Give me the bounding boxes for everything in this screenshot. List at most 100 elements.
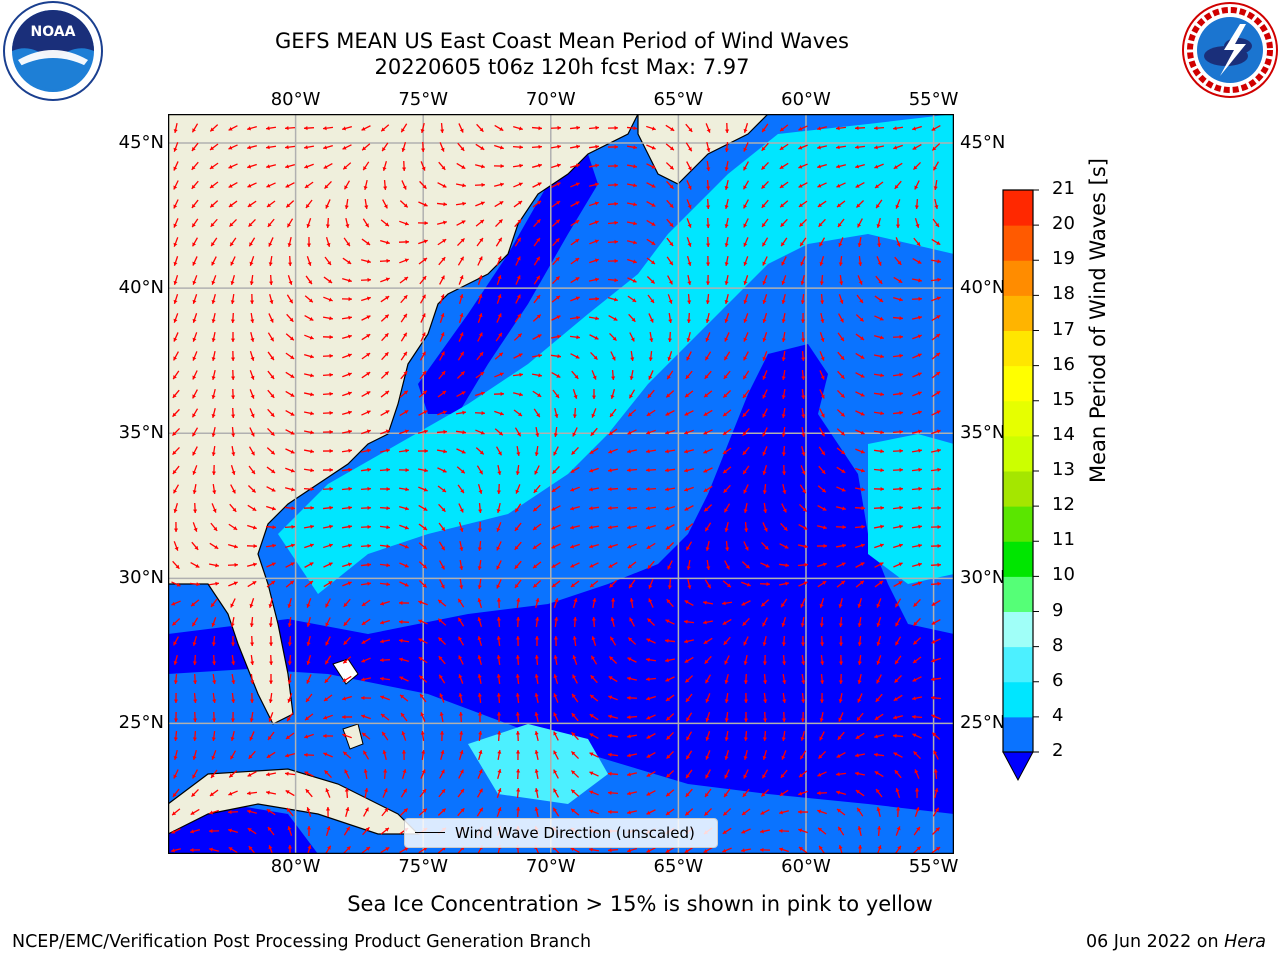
wave-arrow-head-477 bbox=[667, 338, 672, 342]
wave-arrow-head-815 bbox=[861, 487, 865, 492]
wave-arrow-head-1075 bbox=[343, 621, 348, 626]
wave-arrow-head-385 bbox=[478, 294, 483, 299]
wave-arrow-head-700 bbox=[231, 452, 236, 456]
wave-arrow-head-515 bbox=[611, 356, 616, 361]
wave-arrow-head-1475 bbox=[934, 788, 939, 792]
lat-tick-left-0: 45°N bbox=[118, 132, 164, 154]
wave-arrow-head-409 bbox=[936, 296, 941, 301]
short-period-region-north bbox=[418, 154, 598, 414]
wave-arrow-head-1054 bbox=[722, 601, 726, 606]
wave-arrow-head-904 bbox=[214, 545, 219, 549]
wave-arrow-head-1461 bbox=[666, 792, 671, 797]
wave-arrow-head-1312 bbox=[173, 737, 178, 741]
wave-arrow-head-391 bbox=[595, 296, 599, 301]
wave-arrow-head-119 bbox=[874, 164, 879, 169]
wave-arrow-head-737 bbox=[937, 448, 941, 453]
wave-arrow-head-1019 bbox=[840, 580, 845, 585]
wave-arrow-head-812 bbox=[802, 489, 806, 494]
wave-arrow-head-485 bbox=[820, 337, 825, 342]
wave-arrow-head-1394 bbox=[173, 774, 178, 779]
wave-arrow-head-221 bbox=[479, 219, 484, 224]
wave-arrow-head-534 bbox=[192, 375, 197, 380]
wave-arrow-head-68 bbox=[688, 147, 692, 152]
wave-arrow-head-107 bbox=[651, 164, 656, 169]
wave-arrow-head-743 bbox=[271, 469, 276, 473]
wave-arrow-head-475 bbox=[630, 337, 635, 342]
wave-arrow-head-880 bbox=[532, 526, 537, 530]
wave-arrow-head-771 bbox=[801, 470, 806, 475]
wave-arrow-head-1218 bbox=[724, 679, 729, 684]
colorbar-title: Mean Period of Wind Waves [s] bbox=[1086, 158, 1110, 483]
wave-arrow-head-357 bbox=[724, 281, 729, 285]
short-period-region-caribbean bbox=[168, 804, 318, 854]
wave-arrow-head-757 bbox=[534, 470, 539, 475]
wave-arrow-head-1500 bbox=[627, 810, 631, 815]
wave-arrow-head-876 bbox=[459, 527, 464, 532]
wave-arrow-head-1204 bbox=[458, 674, 463, 679]
wave-arrow-head-19 bbox=[538, 126, 542, 131]
wave-arrow-head-1340 bbox=[705, 736, 710, 741]
wave-arrow-head-982 bbox=[917, 562, 922, 567]
wave-arrow-head-623 bbox=[329, 410, 333, 415]
wave-arrow-head-679 bbox=[608, 431, 613, 435]
wave-arrow-head-964 bbox=[570, 563, 575, 568]
wave-arrow-head-178 bbox=[443, 202, 447, 207]
wave-arrow-head-1175 bbox=[684, 659, 689, 663]
wave-arrow-head-1333 bbox=[571, 732, 576, 737]
lon-tick-bottom-3: 65°W bbox=[653, 856, 704, 877]
wave-arrow-head-1294 bbox=[608, 714, 612, 719]
wave-arrow-head-487 bbox=[860, 336, 865, 340]
wave-arrow-head-240 bbox=[837, 222, 842, 227]
wave-arrow-head-993 bbox=[347, 581, 352, 586]
wave-arrow-head-1050 bbox=[648, 598, 653, 603]
wave-arrow-head-1427 bbox=[799, 773, 804, 778]
wave-arrow-head-533 bbox=[173, 375, 177, 380]
wave-arrow-head-1215 bbox=[665, 677, 670, 682]
wave-arrow-head-638 bbox=[610, 413, 614, 418]
wave-arrow-head-652 bbox=[880, 411, 884, 416]
wave-arrow-head-159 bbox=[855, 183, 860, 188]
wave-arrow-head-363 bbox=[839, 281, 844, 285]
wave-arrow-head-329 bbox=[192, 280, 197, 285]
wave-arrow-head-941 bbox=[918, 543, 922, 548]
wave-arrow-head-445 bbox=[839, 318, 844, 323]
colorbar-segment-0 bbox=[1003, 716, 1033, 753]
wave-arrow-head-1128 bbox=[572, 636, 577, 640]
wave-arrow-head-167 bbox=[228, 203, 233, 207]
wave-arrow-head-461 bbox=[366, 334, 371, 338]
wave-arrow-head-895 bbox=[822, 525, 827, 530]
wave-arrow-head-585 bbox=[384, 390, 389, 395]
wave-arrow-head-830 bbox=[367, 505, 371, 510]
wave-arrow-head-640 bbox=[646, 412, 651, 416]
wave-arrow-head-920 bbox=[514, 545, 519, 550]
wave-arrow-head-1378 bbox=[646, 753, 651, 758]
wave-arrow-head-1170 bbox=[591, 655, 595, 660]
wave-arrow-head-997 bbox=[422, 583, 427, 588]
wave-arrow-head-1442 bbox=[305, 789, 310, 794]
noaa-logo: NOAA bbox=[3, 1, 103, 101]
wave-arrow-head-144 bbox=[575, 182, 580, 187]
wave-arrow-head-12 bbox=[401, 128, 405, 133]
wave-arrow-head-946 bbox=[234, 562, 238, 567]
land-bahamas-2 bbox=[342, 723, 364, 750]
wave-arrow-head-328 bbox=[173, 280, 178, 285]
wave-arrow-head-1149 bbox=[192, 661, 197, 665]
wave-arrow-head-600 bbox=[666, 393, 671, 398]
wave-arrow-head-453 bbox=[211, 338, 216, 342]
wave-arrow-head-337 bbox=[347, 278, 352, 283]
wave-arrow-head-931 bbox=[725, 547, 730, 551]
wave-arrow-head-605 bbox=[762, 394, 767, 399]
wave-arrow-head-1022 bbox=[898, 581, 903, 586]
wave-arrow-head-1258 bbox=[705, 698, 710, 703]
wave-arrow-head-1435 bbox=[172, 792, 177, 797]
wave-arrow-head-525 bbox=[801, 357, 806, 361]
wave-arrow-head-1040 bbox=[458, 598, 462, 603]
wave-arrow-head-909 bbox=[309, 543, 314, 548]
wave-arrow-head-124 bbox=[191, 184, 196, 189]
wave-arrow-head-516 bbox=[630, 357, 635, 361]
wave-arrow-head-448 bbox=[899, 316, 903, 321]
wave-arrow-head-1452 bbox=[497, 788, 502, 793]
wave-arrow-head-96 bbox=[441, 165, 446, 170]
wave-arrow-head-1148 bbox=[173, 660, 178, 665]
wave-arrow-head-929 bbox=[686, 546, 690, 551]
